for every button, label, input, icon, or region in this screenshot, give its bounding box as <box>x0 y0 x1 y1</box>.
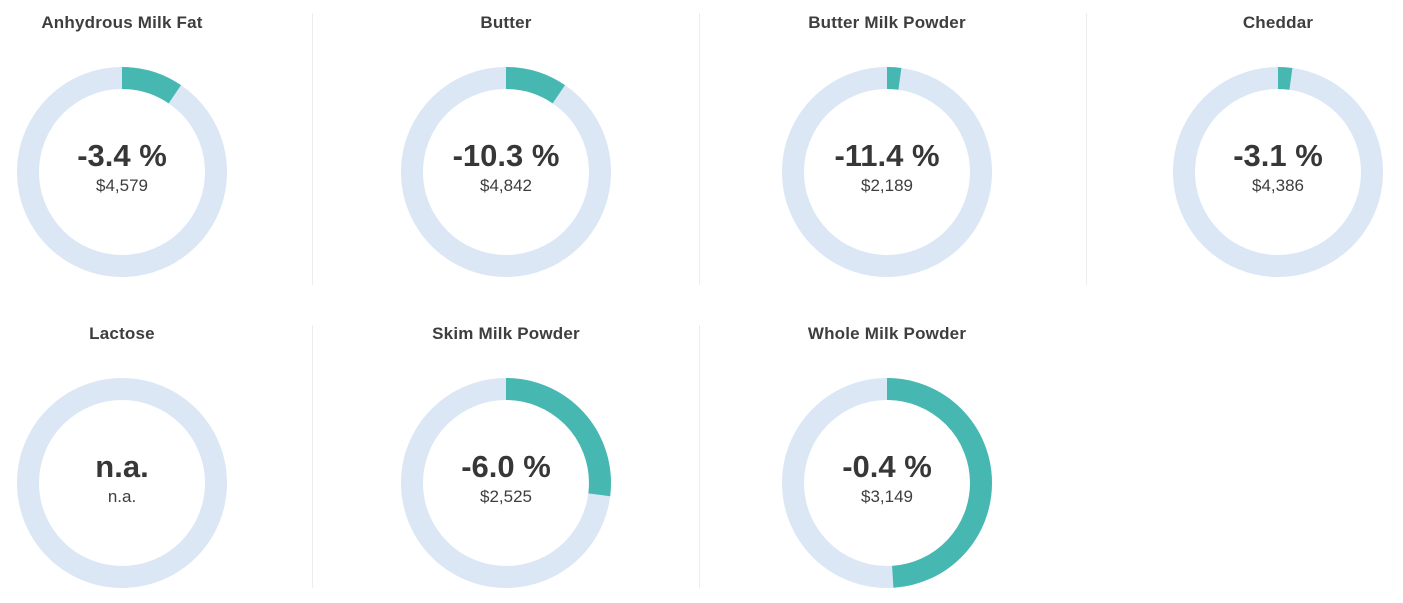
chart-title: Anhydrous Milk Fat <box>41 13 203 32</box>
donut-arc <box>401 378 611 588</box>
donut-arc <box>1173 67 1383 277</box>
column-divider <box>1086 13 1087 285</box>
price-label: $2,525 <box>480 487 532 506</box>
donut-chart[interactable]: -6.0 % $2,525 <box>401 378 611 588</box>
donut-track <box>17 378 227 588</box>
chart-title: Lactose <box>89 324 155 343</box>
column-divider <box>699 13 700 285</box>
kpi-donut-card: Cheddar -3.1 % $4,386 <box>1148 8 1403 277</box>
price-label: $2,189 <box>861 176 913 195</box>
donut-arc <box>401 67 611 277</box>
donut-chart[interactable]: -11.4 % $2,189 <box>782 67 992 277</box>
donut-center: -0.4 % $3,149 <box>782 374 992 584</box>
column-divider <box>312 13 313 285</box>
donut-chart[interactable]: -3.1 % $4,386 <box>1173 67 1383 277</box>
percent-change-label: -0.4 % <box>842 449 932 484</box>
kpi-donut-card: Skim Milk Powder -6.0 % $2,525 <box>376 319 636 588</box>
price-label: $4,386 <box>1252 176 1304 195</box>
donut-chart[interactable]: -0.4 % $3,149 <box>782 378 992 588</box>
donut-chart[interactable]: -10.3 % $4,842 <box>401 67 611 277</box>
percent-change-label: n.a. <box>95 449 149 484</box>
percent-change-label: -6.0 % <box>461 449 551 484</box>
donut-arc <box>782 67 992 277</box>
chart-title: Skim Milk Powder <box>432 324 580 343</box>
kpi-donut-card: Anhydrous Milk Fat -3.4 % $4,579 <box>0 8 252 277</box>
chart-title: Butter Milk Powder <box>808 13 966 32</box>
chart-title: Whole Milk Powder <box>807 324 967 343</box>
price-label: $4,579 <box>96 176 148 195</box>
donut-center: -6.0 % $2,525 <box>401 374 611 584</box>
price-label: $3,149 <box>861 487 913 506</box>
column-divider <box>699 325 700 588</box>
kpi-donut-card: Whole Milk Powder -0.4 % $3,149 <box>757 319 1017 588</box>
price-label: n.a. <box>107 487 137 506</box>
donut-center: n.a. n.a. <box>17 374 227 584</box>
donut-center: -3.4 % $4,579 <box>17 63 227 273</box>
price-label: $4,842 <box>480 176 532 195</box>
donut-chart[interactable]: -3.4 % $4,579 <box>17 67 227 277</box>
kpi-donut-card: Lactose n.a. n.a. <box>0 319 252 588</box>
percent-change-label: -3.1 % <box>1233 138 1323 173</box>
percent-change-label: -3.4 % <box>77 138 167 173</box>
chart-title: Butter <box>480 13 532 32</box>
donut-arc <box>782 378 992 588</box>
donut-center: -3.1 % $4,386 <box>1173 63 1383 273</box>
donut-chart[interactable]: n.a. n.a. <box>17 378 227 588</box>
chart-title: Cheddar <box>1242 13 1314 32</box>
kpi-donut-card: Butter Milk Powder -11.4 % $2,189 <box>757 8 1017 277</box>
kpi-donut-card: Butter -10.3 % $4,842 <box>376 8 636 277</box>
column-divider <box>312 325 313 588</box>
donut-center: -10.3 % $4,842 <box>401 63 611 273</box>
percent-change-label: -11.4 % <box>834 138 940 173</box>
donut-center: -11.4 % $2,189 <box>782 63 992 273</box>
percent-change-label: -10.3 % <box>452 138 560 173</box>
donut-arc <box>17 67 227 277</box>
